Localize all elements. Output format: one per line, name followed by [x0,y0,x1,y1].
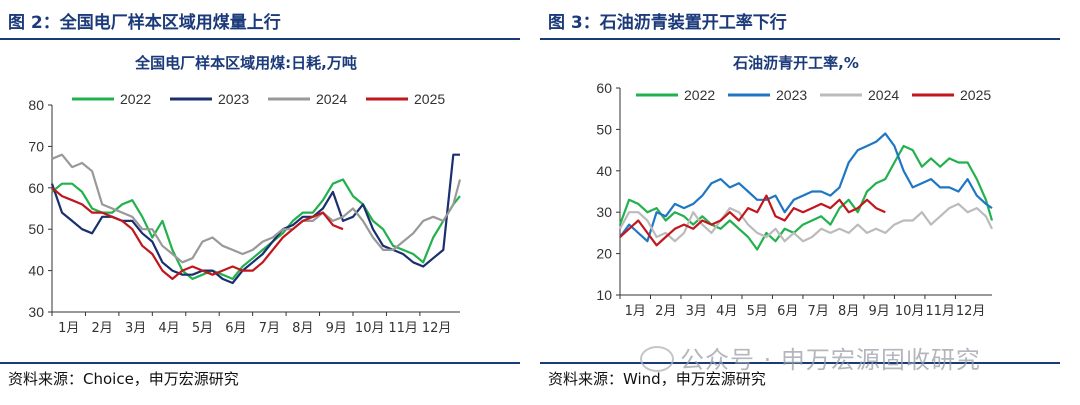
series-line-2022 [618,144,994,251]
series-line-2024 [619,202,993,243]
x-tick-label: 10月 [895,304,925,319]
y-tick-label: 30 [28,304,44,320]
y-tick-label: 40 [28,263,44,279]
x-tick-label: 5月 [747,304,768,319]
bottom-divider [0,362,520,364]
x-tick-label: 7月 [808,304,829,319]
x-tick-label: 10月 [355,321,385,336]
top-divider [0,38,520,40]
bottom-divider [540,362,1060,364]
legend-label-2024: 2024 [316,91,347,107]
x-tick-label: 2月 [92,321,113,336]
x-tick-label: 8月 [292,321,313,336]
series-line-2023 [50,153,460,285]
legend-label-2024: 2024 [868,87,899,103]
legend-label-2025: 2025 [960,87,991,103]
wechat-icon [640,346,674,372]
legend-label-2022: 2022 [120,91,151,107]
x-tick-label: 1月 [58,321,79,336]
y-tick-label: 70 [28,138,44,154]
x-tick-label: 11月 [925,304,955,319]
y-tick-label: 20 [596,246,612,262]
asphalt-operating-rate-chart: 石油沥青开工率,% 10 20 30 40 50 60 1月 2月 3月 4月 5月 6月 7月 8月 9月 1… [596,54,994,319]
chart-title: 石油沥青开工率,% [732,54,859,72]
x-tick-label: 4月 [716,304,737,319]
x-tick-label: 8月 [838,304,859,319]
right-figure-panel: 图 3：石油沥青装置开工率下行 石油沥青开工率,% 10 20 30 40 50 60 1月 2… [540,0,1068,405]
y-tick-label: 50 [596,121,612,137]
y-tick-label: 50 [28,221,44,237]
y-tick-label: 60 [28,180,44,196]
x-tick-label: 6月 [777,304,798,319]
x-tick-label: 9月 [326,321,347,336]
y-tick-label: 40 [596,163,612,179]
legend-label-2023: 2023 [218,91,249,107]
x-tick-label: 9月 [869,304,890,319]
y-tick-label: 30 [596,204,612,220]
source-note: 资料来源：Choice，申万宏源研究 [8,370,239,388]
series-line-2022 [51,178,461,280]
series-line-2025 [51,186,344,280]
series-line-2025 [619,194,886,247]
series-line-2023 [619,132,993,243]
watermark: 公众号 · 申万宏源固收研究 [640,340,981,375]
x-tick-label: 5月 [192,321,213,336]
y-tick-label: 60 [596,80,612,96]
top-divider [540,38,1060,40]
x-tick-label: 12月 [956,304,986,319]
watermark-text: 公众号 · 申万宏源固收研究 [680,346,981,374]
x-tick-label: 2月 [655,304,676,319]
legend-label-2022: 2022 [684,87,715,103]
x-tick-label: 3月 [686,304,707,319]
x-tick-label: 12月 [422,321,452,336]
figure-title: 图 3：石油沥青装置开工率下行 [548,13,787,33]
series-line-2024 [51,153,462,264]
x-tick-label: 3月 [125,321,146,336]
legend-label-2023: 2023 [776,87,807,103]
x-tick-label: 7月 [259,321,280,336]
figure-title: 图 2：全国电厂样本区域用煤量上行 [8,13,281,33]
x-tick-label: 6月 [225,321,246,336]
x-tick-label: 11月 [388,321,418,336]
x-tick-label: 4月 [158,321,179,336]
x-tick-label: 1月 [625,304,646,319]
y-tick-label: 80 [28,97,44,113]
y-tick-label: 10 [596,287,612,303]
chart-title: 全国电厂样本区域用煤:日耗,万吨 [134,54,357,72]
legend-label-2025: 2025 [414,91,445,107]
coal-consumption-chart: 全国电厂样本区域用煤:日耗,万吨 30 40 50 60 70 80 1月 2月 3月 4月 5月 6月… [28,54,462,336]
left-figure-panel: 图 2：全国电厂样本区域用煤量上行 全国电厂样本区域用煤:日耗,万吨 30 40 50… [0,0,528,405]
source-note: 资料来源：Wind，申万宏源研究 [548,370,766,388]
